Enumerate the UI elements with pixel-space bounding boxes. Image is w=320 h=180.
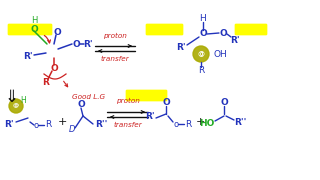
Text: OH: OH — [213, 50, 227, 59]
Circle shape — [9, 99, 23, 113]
Text: +: + — [195, 117, 205, 127]
Bar — [126, 90, 166, 100]
Text: R: R — [45, 120, 51, 129]
Text: R: R — [198, 66, 204, 75]
Text: O: O — [50, 64, 58, 73]
Text: H: H — [200, 14, 206, 22]
Text: R: R — [185, 120, 191, 129]
Bar — [146, 24, 182, 34]
Text: O: O — [53, 28, 61, 37]
Text: proton: proton — [116, 98, 140, 104]
Text: R: R — [43, 78, 49, 87]
Bar — [146, 24, 182, 34]
Text: proton: proton — [103, 33, 127, 39]
Text: R': R' — [83, 39, 93, 48]
Text: O: O — [72, 39, 80, 48]
Text: o: o — [173, 120, 179, 129]
Text: transfer: transfer — [113, 122, 142, 128]
Text: R': R' — [4, 120, 14, 129]
Bar — [235, 24, 266, 34]
Bar — [8, 24, 51, 34]
Text: R': R' — [23, 51, 33, 60]
Text: R': R' — [145, 111, 155, 120]
Bar — [8, 24, 51, 34]
Text: ⇓: ⇓ — [5, 88, 19, 106]
Text: @: @ — [13, 103, 19, 109]
Text: O: O — [219, 28, 227, 37]
Text: O: O — [30, 24, 38, 33]
Bar — [235, 24, 266, 34]
Text: D: D — [69, 125, 75, 134]
Text: Good L.G: Good L.G — [72, 94, 105, 100]
Text: R'': R'' — [234, 118, 246, 127]
Text: HO: HO — [199, 118, 215, 127]
Text: +: + — [57, 117, 67, 127]
Text: O: O — [199, 28, 207, 37]
Text: transfer: transfer — [100, 56, 129, 62]
Circle shape — [193, 46, 209, 62]
Text: R': R' — [176, 42, 186, 51]
Bar — [126, 90, 166, 100]
Text: O: O — [77, 100, 85, 109]
Text: O: O — [162, 98, 170, 107]
Text: R'': R'' — [95, 120, 107, 129]
Text: o: o — [33, 122, 39, 130]
Text: H: H — [31, 15, 37, 24]
Text: O: O — [220, 98, 228, 107]
Text: @: @ — [197, 51, 204, 57]
Text: R': R' — [230, 35, 240, 44]
Text: H: H — [20, 96, 26, 105]
